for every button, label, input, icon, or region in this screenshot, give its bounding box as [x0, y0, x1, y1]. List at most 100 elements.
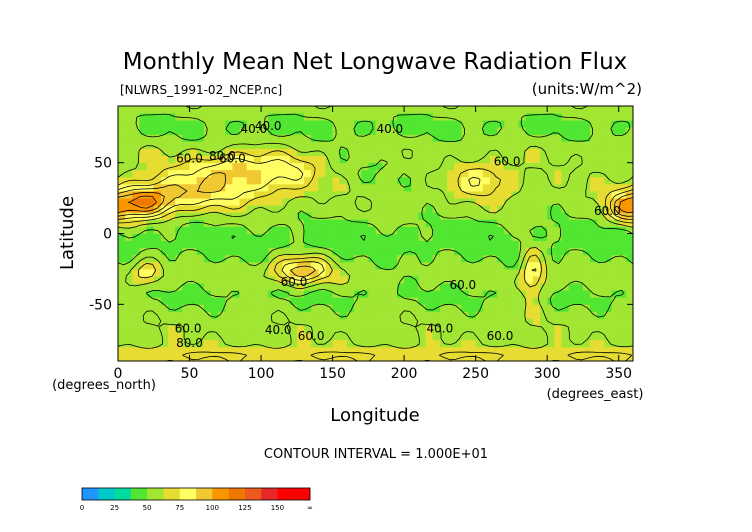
heatmap-cell — [253, 339, 262, 348]
heatmap-cell — [361, 318, 369, 326]
heatmap-cell — [325, 311, 333, 319]
heatmap-cell — [303, 212, 312, 220]
heatmap-cell — [554, 176, 562, 185]
heatmap-cell — [132, 176, 140, 185]
heatmap-cell — [532, 134, 541, 142]
heatmap-cell — [461, 332, 469, 341]
heatmap-cell — [382, 134, 391, 142]
heatmap-cell — [568, 198, 577, 206]
heatmap-cell — [518, 318, 527, 326]
heatmap-cell — [139, 212, 148, 220]
heatmap-cell — [182, 353, 190, 362]
heatmap-cell — [361, 261, 369, 270]
heatmap-cell — [175, 290, 183, 298]
heatmap-cell — [404, 283, 412, 291]
heatmap-cell — [532, 276, 541, 284]
heatmap-cell — [346, 339, 355, 348]
heatmap-cell — [182, 261, 190, 270]
heatmap-cell — [339, 339, 348, 348]
heatmap-cell — [346, 240, 355, 249]
heatmap-cell — [611, 311, 620, 319]
heatmap-cell — [139, 268, 148, 277]
heatmap-cell — [396, 205, 405, 213]
heatmap-cell — [518, 346, 527, 355]
heatmap-cell — [282, 318, 291, 326]
heatmap-cell — [189, 311, 198, 319]
heatmap-cell — [289, 176, 298, 185]
heatmap-cell — [296, 276, 305, 284]
heatmap-cell — [368, 304, 376, 312]
heatmap-cell — [189, 141, 198, 149]
heatmap-cell — [125, 304, 133, 312]
heatmap-cell — [611, 148, 620, 156]
heatmap-cell — [389, 247, 398, 256]
colorbar-swatch — [82, 488, 99, 500]
heatmap-cell — [389, 325, 398, 334]
heatmap-cell — [475, 191, 484, 199]
heatmap-cell — [268, 155, 276, 164]
heatmap-cell — [232, 304, 240, 312]
heatmap-cell — [289, 332, 298, 341]
heatmap-cell — [153, 155, 162, 164]
heatmap-cell — [361, 120, 369, 128]
heatmap-cell — [540, 162, 548, 171]
heatmap-cell — [532, 148, 541, 156]
heatmap-cell — [218, 155, 226, 164]
heatmap-cell — [425, 113, 434, 121]
heatmap-cell — [325, 268, 333, 277]
heatmap-cell — [504, 113, 512, 121]
heatmap-cell — [382, 106, 391, 114]
heatmap-cell — [225, 297, 233, 305]
heatmap-cell — [182, 134, 190, 142]
heatmap-cell — [625, 318, 634, 326]
heatmap-cell — [118, 261, 126, 270]
heatmap-cell — [253, 254, 262, 263]
heatmap-cell — [168, 339, 176, 348]
heatmap-cell — [439, 127, 448, 135]
heatmap-cell — [175, 183, 183, 192]
heatmap-cell — [482, 268, 491, 277]
heatmap-cell — [618, 191, 627, 199]
heatmap-cell — [554, 325, 562, 334]
heatmap-cell — [275, 332, 283, 341]
heatmap-cell — [218, 233, 226, 241]
heatmap-cell — [554, 169, 562, 178]
heatmap-cell — [325, 332, 333, 341]
heatmap-cell — [475, 127, 484, 135]
heatmap-cell — [597, 297, 605, 305]
heatmap-cell — [489, 176, 498, 185]
heatmap-cell — [232, 297, 240, 305]
heatmap-cell — [439, 113, 448, 121]
heatmap-cell — [554, 297, 562, 305]
heatmap-cell — [439, 205, 448, 213]
heatmap-cell — [525, 297, 534, 305]
heatmap-cell — [132, 240, 140, 249]
heatmap-cell — [504, 240, 512, 249]
heatmap-cell — [425, 183, 434, 192]
heatmap-cell — [296, 134, 305, 142]
heatmap-cell — [339, 169, 348, 178]
heatmap-cell — [468, 339, 477, 348]
heatmap-cell — [561, 113, 570, 121]
heatmap-cell — [447, 304, 455, 312]
heatmap-cell — [532, 141, 541, 149]
heatmap-cell — [554, 311, 562, 319]
heatmap-cell — [175, 162, 183, 171]
heatmap-cell — [318, 127, 326, 135]
heatmap-cell — [296, 346, 305, 355]
heatmap-cell — [439, 346, 448, 355]
heatmap-cell — [525, 346, 534, 355]
heatmap-cell — [411, 155, 419, 164]
heatmap-cell — [497, 304, 505, 312]
heatmap-cell — [625, 268, 634, 277]
heatmap-cell — [132, 106, 140, 114]
heatmap-cell — [611, 176, 620, 185]
heatmap-cell — [411, 176, 419, 185]
heatmap-cell — [561, 226, 570, 234]
heatmap-cell — [210, 276, 219, 284]
heatmap-cell — [396, 212, 405, 220]
heatmap-cell — [139, 353, 148, 362]
heatmap-cell — [482, 283, 491, 291]
heatmap-cell — [261, 212, 269, 220]
heatmap-cell — [203, 198, 212, 206]
